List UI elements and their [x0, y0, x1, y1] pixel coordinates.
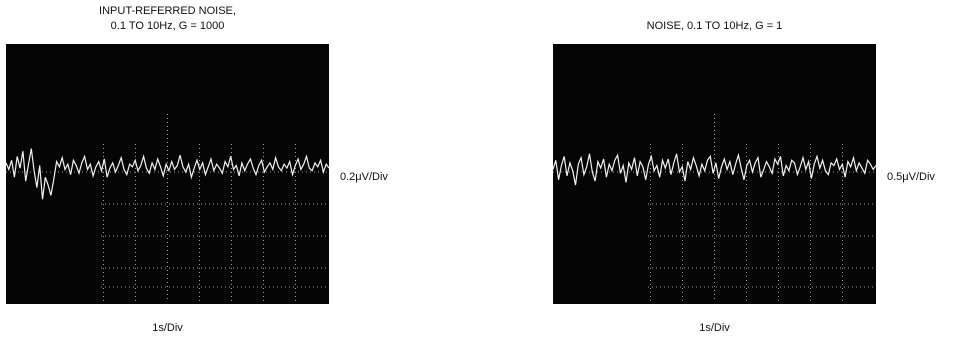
right-scope-screen — [553, 44, 876, 304]
left-noise-trace — [6, 148, 329, 200]
left-y-scale-label: 0.2μV/Div — [340, 171, 388, 183]
left-graticule — [6, 114, 329, 302]
right-graticule — [553, 114, 876, 302]
left-title-line-2: 0.1 TO 10Hz, G = 1000 — [110, 20, 225, 32]
left-scope-plot — [6, 114, 329, 302]
right-title: NOISE, 0.1 TO 10Hz, G = 1 — [553, 19, 876, 34]
left-title: INPUT-REFERRED NOISE, 0.1 TO 10Hz, G = 1… — [6, 4, 329, 34]
right-y-scale-label: 0.5μV/Div — [887, 171, 935, 183]
left-title-line-1: INPUT-REFERRED NOISE, — [99, 5, 236, 17]
right-x-scale-label: 1s/Div — [699, 322, 730, 334]
right-noise-trace — [553, 152, 876, 186]
right-title-line-1: NOISE, 0.1 TO 10Hz, G = 1 — [646, 20, 783, 32]
left-scope-screen — [6, 44, 329, 304]
left-x-scale-label: 1s/Div — [152, 322, 183, 334]
right-scope-plot — [553, 114, 876, 302]
